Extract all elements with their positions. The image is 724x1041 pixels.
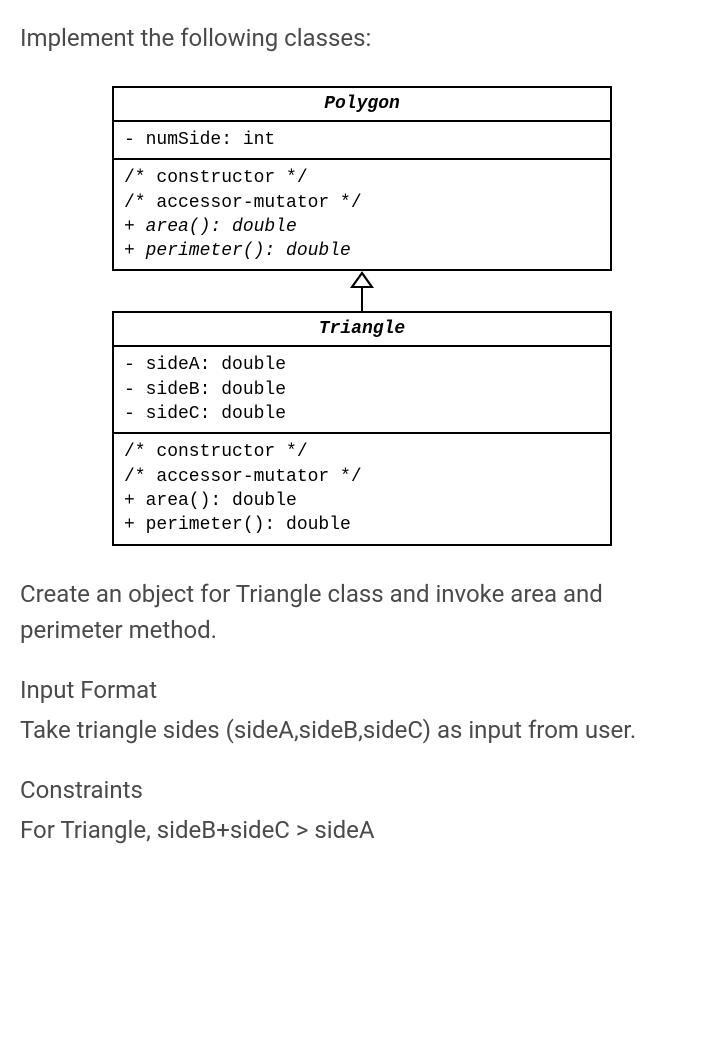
uml-operation: + area(): double xyxy=(124,489,600,513)
uml-class-triangle-attributes: - sideA: double - sideB: double - sideC:… xyxy=(114,347,610,434)
uml-class-polygon-attributes: - numSide: int xyxy=(114,122,610,160)
uml-attribute: - sideA: double xyxy=(124,353,600,377)
body-paragraph-3: For Triangle, sideB+sideC > sideA xyxy=(20,812,704,848)
heading-constraints: Constraints xyxy=(20,772,704,808)
uml-attribute: - sideB: double xyxy=(124,378,600,402)
inheritance-arrow-icon xyxy=(350,271,374,311)
body-paragraph-1: Create an object for Triangle class and … xyxy=(20,576,704,648)
uml-class-polygon-operations: /* constructor */ /* accessor-mutator */… xyxy=(114,160,610,269)
intro-paragraph: Implement the following classes: xyxy=(20,20,704,56)
uml-class-polygon-name: Polygon xyxy=(114,88,610,122)
uml-attribute: - sideC: double xyxy=(124,402,600,426)
uml-attribute: - numSide: int xyxy=(124,128,600,152)
heading-input-format: Input Format xyxy=(20,672,704,708)
uml-operation: /* accessor-mutator */ xyxy=(124,191,600,215)
uml-diagram: Polygon - numSide: int /* constructor */… xyxy=(20,86,704,546)
uml-class-triangle: Triangle - sideA: double - sideB: double… xyxy=(112,311,612,545)
uml-operation: /* constructor */ xyxy=(124,440,600,464)
uml-operation: + area(): double xyxy=(124,215,600,239)
uml-operation: + perimeter(): double xyxy=(124,239,600,263)
uml-class-triangle-operations: /* constructor */ /* accessor-mutator */… xyxy=(114,434,610,543)
uml-operation: /* accessor-mutator */ xyxy=(124,465,600,489)
body-paragraph-2: Take triangle sides (sideA,sideB,sideC) … xyxy=(20,712,704,748)
uml-class-triangle-name: Triangle xyxy=(114,313,610,347)
uml-operation: /* constructor */ xyxy=(124,166,600,190)
uml-class-polygon: Polygon - numSide: int /* constructor */… xyxy=(112,86,612,271)
uml-operation: + perimeter(): double xyxy=(124,513,600,537)
